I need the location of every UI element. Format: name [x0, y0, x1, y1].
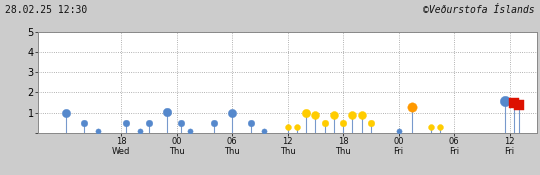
Text: ©Veðurstofa Íslands: ©Veðurstofa Íslands — [423, 5, 535, 15]
Text: 28.02.25 12:30: 28.02.25 12:30 — [5, 5, 87, 15]
